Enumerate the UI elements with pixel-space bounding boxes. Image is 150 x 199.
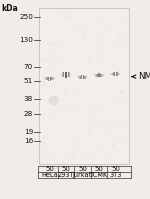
Text: kDa: kDa: [2, 4, 18, 14]
Text: 38: 38: [24, 96, 33, 101]
Text: 3T3: 3T3: [109, 172, 122, 178]
Text: 250: 250: [19, 14, 33, 20]
Text: TCMK: TCMK: [90, 172, 108, 178]
Text: HeLa: HeLa: [41, 172, 58, 178]
Text: 293T: 293T: [58, 172, 74, 178]
Text: 51: 51: [24, 78, 33, 84]
Text: 19: 19: [24, 129, 33, 135]
Text: 50: 50: [45, 166, 54, 172]
Text: 16: 16: [24, 138, 33, 144]
Bar: [39, 8, 129, 164]
Text: 130: 130: [19, 37, 33, 43]
Text: 28: 28: [24, 111, 33, 117]
Text: Jurkat: Jurkat: [73, 172, 92, 178]
Ellipse shape: [49, 96, 59, 105]
Text: 70: 70: [24, 64, 33, 70]
Text: 50: 50: [94, 166, 103, 172]
Text: NMT1: NMT1: [138, 72, 150, 81]
Text: 50: 50: [111, 166, 120, 172]
Text: 50: 50: [61, 166, 70, 172]
Text: 50: 50: [78, 166, 87, 172]
